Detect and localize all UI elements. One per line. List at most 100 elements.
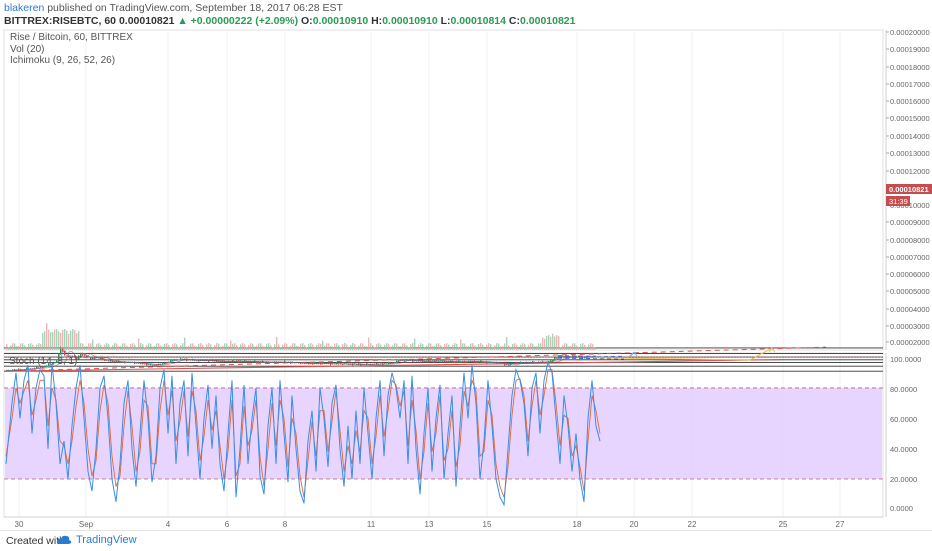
- volume-bar: [38, 343, 40, 350]
- volume-bar: [32, 344, 34, 350]
- time-tick-label: 22: [688, 520, 697, 529]
- price-tick-label: 0.00019000: [890, 45, 930, 54]
- candle: [134, 361, 136, 364]
- candle: [108, 360, 110, 362]
- volume-bar: [232, 343, 234, 350]
- tradingview-brand[interactable]: TradingView: [56, 534, 137, 546]
- channel-top-dashed[interactable]: [557, 355, 597, 357]
- volume-bar: [228, 345, 230, 350]
- candle: [512, 363, 514, 364]
- volume-bar: [132, 343, 134, 350]
- volume-bar: [278, 344, 280, 350]
- candle: [554, 357, 556, 361]
- volume-bar: [30, 343, 32, 350]
- volume-bar: [48, 329, 50, 350]
- volume-bar: [46, 323, 48, 350]
- volume-bar: [500, 346, 502, 350]
- volume-bar: [536, 346, 538, 350]
- volume-bar: [276, 337, 278, 350]
- volume-bar: [8, 347, 10, 350]
- high-value: 0.00010910: [382, 15, 438, 27]
- volume-bar: [180, 345, 182, 350]
- volume-bar: [282, 344, 284, 350]
- publish-info: blakeren published on TradingView.com, S…: [4, 2, 343, 14]
- volume-bar: [304, 345, 306, 350]
- volume-bar: [516, 344, 518, 350]
- volume-bar: [214, 345, 216, 350]
- candle: [56, 360, 58, 362]
- volume-bar: [216, 343, 218, 350]
- volume-bar: [106, 343, 108, 350]
- candle: [52, 363, 54, 364]
- volume-bar: [534, 346, 536, 350]
- change-up-icon: ▲: [177, 15, 188, 27]
- volume-bar: [330, 345, 332, 350]
- volume-bar: [102, 347, 104, 350]
- volume-bar: [432, 346, 434, 350]
- last-price-badge: [886, 184, 932, 194]
- volume-bar: [142, 344, 144, 350]
- volume-bar: [112, 345, 114, 350]
- stoch-tick-label: 80.0000: [890, 385, 917, 394]
- volume-bar: [306, 347, 308, 350]
- published-text: published on TradingView.com, September …: [47, 2, 343, 14]
- candle: [142, 363, 144, 365]
- volume-bar: [42, 333, 44, 350]
- volume-bar: [414, 338, 416, 350]
- volume-bar: [86, 346, 88, 350]
- time-tick-label: 11: [367, 520, 376, 529]
- candle: [258, 361, 260, 363]
- time-tick-label: 13: [425, 520, 434, 529]
- volume-bar: [446, 343, 448, 350]
- candle: [146, 363, 148, 366]
- candle: [50, 363, 52, 365]
- volume-bar: [572, 343, 574, 350]
- candle: [102, 358, 104, 360]
- volume-bar: [26, 347, 28, 350]
- legend-title[interactable]: Rise / Bitcoin, 60, BITTREX: [10, 32, 133, 43]
- volume-bar: [312, 344, 314, 350]
- main-pane[interactable]: [3, 29, 884, 351]
- volume-bar: [310, 343, 312, 350]
- trendline-resistance-dashed[interactable]: [3, 346, 827, 372]
- candle: [264, 362, 266, 363]
- volume-bar: [220, 346, 222, 350]
- legend-vol[interactable]: Vol (20): [10, 43, 45, 55]
- legend-ichimoku[interactable]: Ichimoku (9, 26, 52, 26): [10, 55, 116, 66]
- trendline-support[interactable]: [3, 359, 783, 372]
- volume-bar: [218, 343, 220, 350]
- volume-bar: [294, 343, 296, 350]
- candle: [124, 361, 126, 364]
- volume-bar: [584, 344, 586, 350]
- volume-bar: [570, 345, 572, 350]
- volume-bar: [212, 347, 214, 350]
- volume-bar: [542, 337, 544, 350]
- low-label: L:: [440, 15, 451, 27]
- volume-bar: [210, 344, 212, 350]
- chart-canvas[interactable]: Stoch (14, 3, 1) 0.00020000 0.00019000 0.00…: [0, 0, 932, 530]
- volume-bar: [540, 343, 542, 350]
- time-tick-label: 18: [573, 520, 582, 529]
- symbol-ohlc-line: BITTREX:RISEBTC, 60 0.00010821 ▲ +0.0000…: [4, 15, 576, 27]
- volume-bar: [464, 343, 466, 350]
- volume-bar: [372, 345, 374, 350]
- volume-bar: [334, 343, 336, 350]
- volume-bar: [328, 343, 330, 350]
- volume-bar: [128, 346, 130, 350]
- candle: [14, 369, 16, 371]
- volume-bar: [298, 346, 300, 350]
- candle: [72, 355, 74, 357]
- volume-bar: [288, 346, 290, 350]
- volume-bar: [578, 346, 580, 350]
- volume-bar: [400, 346, 402, 350]
- volume-bar: [434, 346, 436, 350]
- volume-bar: [108, 344, 110, 350]
- volume-bar: [456, 344, 458, 350]
- stoch-legend[interactable]: Stoch (14, 3, 1): [9, 356, 77, 367]
- volume-bar: [186, 346, 188, 350]
- author-link[interactable]: blakeren: [4, 2, 45, 14]
- price-tick-label: 0.00002000: [890, 338, 930, 347]
- projection-yellow[interactable]: [593, 347, 773, 361]
- volume-bar: [158, 343, 160, 350]
- volume-bar: [252, 343, 254, 350]
